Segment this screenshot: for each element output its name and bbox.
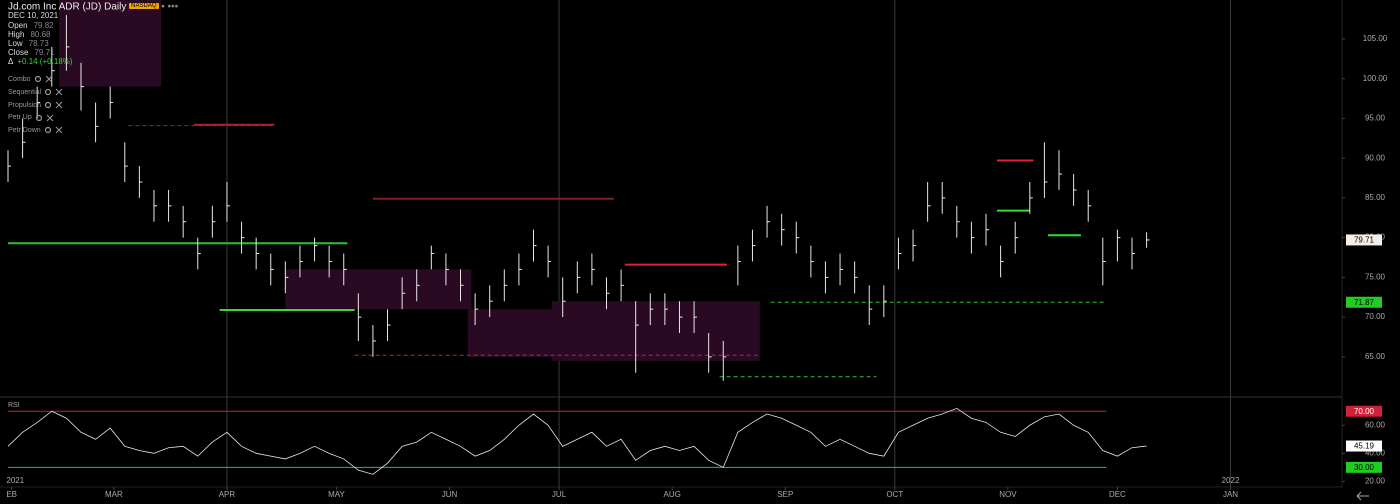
y-tick-label: 95.00 bbox=[1365, 114, 1386, 123]
indicator-name[interactable]: Propulsion bbox=[8, 101, 42, 109]
price-panel: 65.0070.0075.0080.0085.0090.0095.00100.0… bbox=[6, 0, 1388, 499]
indicator-controls[interactable] bbox=[44, 101, 64, 109]
price-tag-label: 30.00 bbox=[1354, 463, 1375, 472]
scroll-arrow[interactable] bbox=[1356, 491, 1369, 501]
price-tag-label: 70.00 bbox=[1354, 407, 1375, 416]
y-tick-label: 60.00 bbox=[1365, 420, 1386, 429]
indicator-row: Combo bbox=[8, 74, 64, 87]
ohlc-label: Open bbox=[8, 20, 28, 30]
price-tag bbox=[1346, 440, 1382, 452]
x-tick-label: NOV bbox=[999, 490, 1017, 499]
x-tick-label: MAR bbox=[105, 490, 123, 499]
x-tick-label: EB bbox=[6, 490, 17, 499]
rsi-label: RSI bbox=[8, 402, 20, 409]
legend-header: Jd.com Inc ADR (JD) Daily NASDAQ • ••• D… bbox=[8, 2, 178, 67]
x-tick-label: APR bbox=[219, 490, 236, 499]
indicator-name[interactable]: Combo bbox=[8, 76, 31, 83]
x-tick-label: AUG bbox=[664, 490, 681, 499]
exchange-badge: NASDAQ bbox=[129, 3, 159, 9]
x-tick-label: OCT bbox=[886, 490, 903, 499]
ohlc-label: Low bbox=[8, 39, 23, 49]
indicator-controls[interactable] bbox=[44, 126, 64, 134]
y-tick-label: 85.00 bbox=[1365, 193, 1386, 202]
ohlc-label: Close bbox=[8, 48, 29, 58]
indicator-controls[interactable] bbox=[35, 114, 55, 122]
ohlc-row: Low 78.73 bbox=[8, 39, 178, 48]
ohlc-label: High bbox=[8, 29, 25, 39]
x-tick-label: JUN bbox=[442, 490, 458, 499]
y-tick-label: 105.00 bbox=[1363, 34, 1388, 43]
interval: Daily bbox=[104, 1, 127, 13]
date: DEC 10, 2021 bbox=[8, 11, 59, 21]
ohlc-row: Open 79.82 bbox=[8, 21, 178, 30]
price-tag-label: 45.19 bbox=[1354, 442, 1375, 451]
rsi-panel: 20.00 40.00 60.00 70.00 45.19 30.00 bbox=[7, 405, 1386, 485]
change-value: +0.14 (+0.18%) bbox=[17, 57, 73, 67]
indicator-row: Sequential bbox=[8, 87, 64, 100]
y-tick-label: 90.00 bbox=[1365, 153, 1386, 162]
menu-dots[interactable]: • ••• bbox=[161, 1, 179, 13]
ohlc-value: 79.71 bbox=[34, 48, 55, 58]
y-tick-label: 70.00 bbox=[1365, 312, 1386, 321]
header-title-row: Jd.com Inc ADR (JD) Daily NASDAQ • ••• bbox=[8, 1, 179, 13]
indicator-row: Propulsion bbox=[8, 100, 64, 113]
ohlc-value: 78.73 bbox=[28, 39, 49, 49]
ohlc-row: Close 79.71 bbox=[8, 48, 178, 57]
year-label: 2021 bbox=[6, 476, 24, 485]
price-tag-label: 79.71 bbox=[1354, 236, 1375, 245]
indicator-name[interactable]: Sequential bbox=[8, 88, 42, 96]
change-row: Δ +0.14 (+0.18%) bbox=[8, 57, 178, 66]
y-tick-label: 100.00 bbox=[1363, 74, 1388, 83]
y-tick-label: 40.00 bbox=[1365, 448, 1386, 457]
price-tag bbox=[1346, 234, 1382, 246]
ohlc-value: 79.82 bbox=[33, 20, 54, 30]
price-tag bbox=[1346, 461, 1382, 473]
indicator-row: Petr Up bbox=[8, 112, 64, 125]
change-label: Δ bbox=[8, 57, 14, 67]
x-tick-label: SEP bbox=[777, 490, 793, 499]
price-tag-label: 71.87 bbox=[1354, 298, 1375, 307]
symbol-title: Jd.com Inc ADR (JD) bbox=[8, 1, 102, 13]
indicator-name[interactable]: Petr Down bbox=[8, 127, 41, 135]
price-tag bbox=[1346, 405, 1382, 417]
price-tag bbox=[1346, 296, 1382, 308]
signal-zone bbox=[467, 309, 552, 357]
x-tick-label: JUL bbox=[552, 490, 567, 499]
y-tick-label: 20.00 bbox=[1365, 476, 1386, 485]
indicator-row: Petr Down bbox=[8, 125, 64, 138]
ohlc-list: Open 79.82 High 80.68 Low 78.73 Close 79.71 bbox=[8, 21, 178, 58]
x-tick-label: DEC bbox=[1109, 490, 1126, 499]
indicator-controls[interactable] bbox=[34, 75, 54, 83]
signal-zone bbox=[59, 0, 162, 87]
ohlc-value: 80.68 bbox=[30, 29, 51, 39]
indicator-controls[interactable] bbox=[44, 88, 64, 96]
rsi-line bbox=[7, 407, 1147, 475]
signal-zone bbox=[551, 301, 760, 361]
x-tick-label: JAN bbox=[1223, 490, 1238, 499]
signal-zone bbox=[285, 269, 472, 310]
y-tick-label: 75.00 bbox=[1365, 272, 1386, 281]
y-tick-label: 65.00 bbox=[1365, 352, 1386, 361]
indicator-list: Combo Sequential Propulsion Petr Up Petr Dow… bbox=[8, 74, 64, 138]
indicator-name[interactable]: Petr Up bbox=[8, 114, 32, 122]
x-tick-label: MAY bbox=[328, 490, 345, 499]
ohlc-row: High 80.68 bbox=[8, 30, 178, 39]
